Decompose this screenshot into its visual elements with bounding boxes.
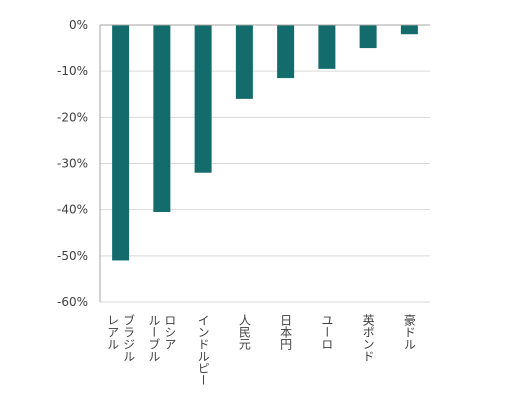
bar xyxy=(235,25,253,99)
y-tick-label: -50% xyxy=(57,249,88,263)
bar xyxy=(359,25,377,49)
x-category-label: ユーロ xyxy=(320,314,334,350)
y-axis-tick-labels: 0% -10% -20% -30% -40% -50% -60% xyxy=(57,18,88,309)
x-category-label: ブラジル xyxy=(122,313,136,362)
bar xyxy=(318,25,336,69)
x-category-label: ルーブル xyxy=(147,314,161,362)
y-tick-label: -10% xyxy=(57,64,88,78)
y-tick-label: -30% xyxy=(57,157,88,171)
x-category-label: ロシア xyxy=(163,314,177,350)
y-tick-label: -40% xyxy=(57,203,88,217)
bars xyxy=(112,25,418,261)
y-tick-label: -20% xyxy=(57,110,88,124)
bar xyxy=(277,25,295,79)
x-axis xyxy=(99,24,430,302)
bar xyxy=(194,25,212,173)
x-category-label: 人民元 xyxy=(237,314,251,351)
x-category-label: レアル xyxy=(106,314,120,350)
y-tick-label: 0% xyxy=(69,18,88,32)
bar xyxy=(153,25,171,212)
x-category-label: 英ポンド xyxy=(361,314,375,362)
bar xyxy=(400,25,418,35)
bar xyxy=(112,25,130,261)
gridlines xyxy=(100,24,430,303)
x-category-label: 豪ドル xyxy=(402,313,416,350)
x-category-label: 日本円 xyxy=(279,314,293,350)
x-category-label: インドルピー xyxy=(196,314,210,386)
y-tick-label: -60% xyxy=(57,295,88,309)
